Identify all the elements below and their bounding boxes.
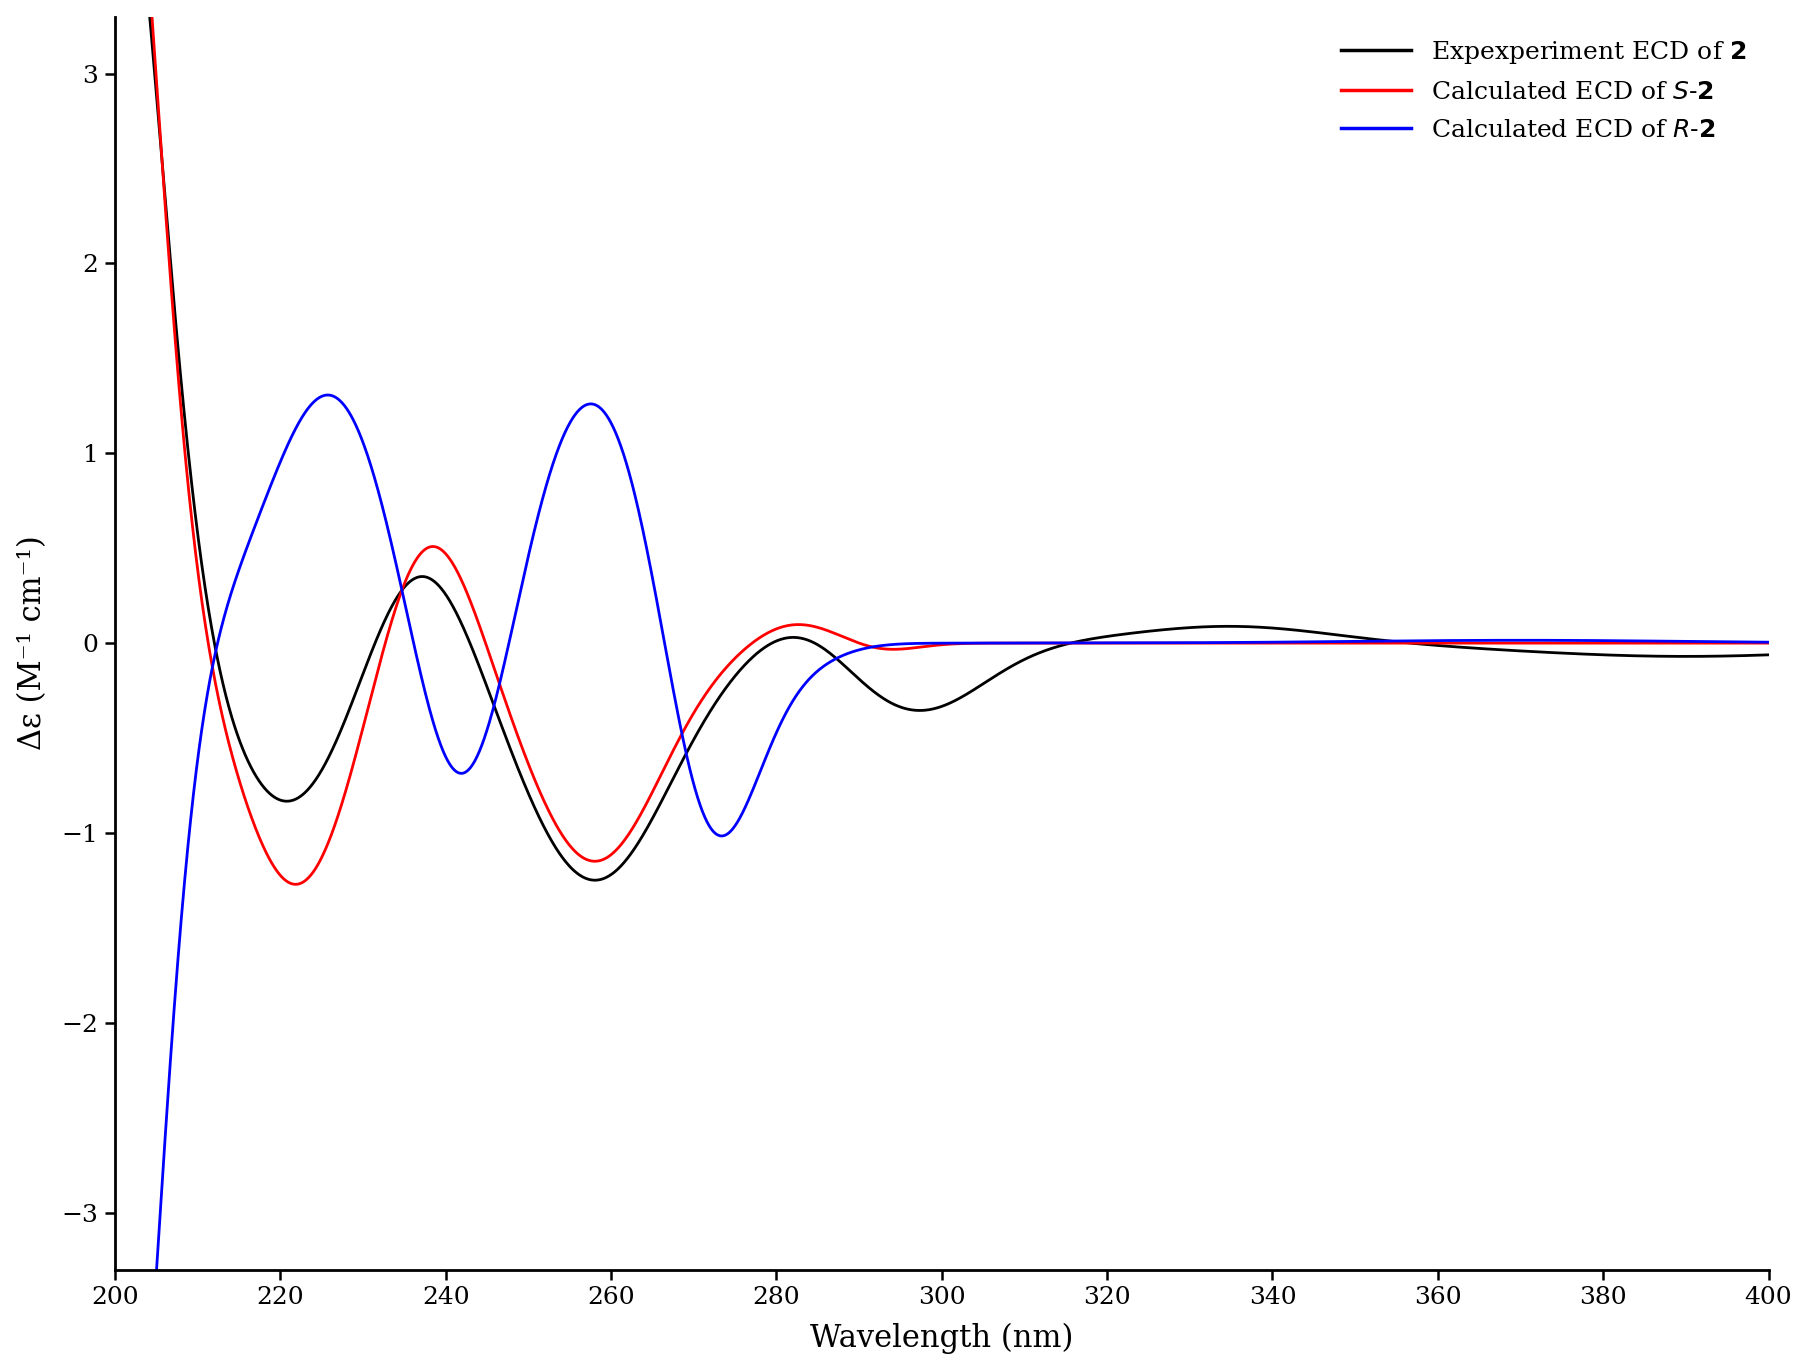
Y-axis label: Δε (M⁻¹ cm⁻¹): Δε (M⁻¹ cm⁻¹) bbox=[16, 536, 47, 750]
Legend: Expexperiment ECD of $\bf{2}$, Calculated ECD of $\it{S}$-$\bf{2}$, Calculated E: Expexperiment ECD of $\bf{2}$, Calculate… bbox=[1331, 29, 1757, 152]
X-axis label: Wavelength (nm): Wavelength (nm) bbox=[810, 1323, 1073, 1355]
